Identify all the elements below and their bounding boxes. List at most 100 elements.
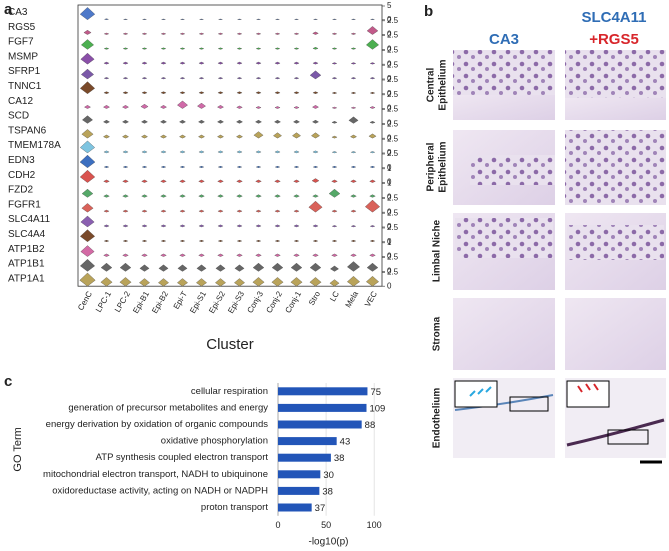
violin [312, 253, 319, 257]
violin [196, 278, 207, 287]
violin [122, 194, 129, 198]
violin [79, 7, 96, 20]
x-tick-label: CenC [76, 290, 94, 312]
x-tick-label: Conj-3 [245, 289, 265, 314]
violin [368, 133, 377, 139]
y-tick-label: 2.5 [387, 120, 399, 129]
y-tick-label: 2.5 [387, 105, 399, 114]
violin [293, 150, 300, 154]
violin [274, 91, 281, 94]
violin [217, 61, 224, 65]
x-tick-label: LPC-2 [113, 289, 132, 314]
bar-chart: 0 50 100 cellular respiration 75 generation o… [12, 383, 385, 547]
gene-label: SCD [8, 111, 29, 122]
violin [350, 106, 357, 109]
violin [236, 194, 243, 198]
violin [234, 264, 245, 272]
y-tick-label: 0 [387, 45, 392, 54]
violin [122, 224, 129, 228]
violin [179, 253, 186, 257]
violin [199, 18, 204, 20]
violin [79, 272, 96, 287]
violin [274, 47, 281, 50]
violin [236, 119, 243, 124]
bar-label: 38 [322, 486, 333, 497]
gene-label: CDH2 [8, 170, 36, 181]
violin [274, 32, 281, 35]
violin [347, 261, 360, 272]
violin [179, 150, 186, 154]
y-tick-label: 0 [387, 252, 392, 261]
violin [103, 47, 110, 50]
violin [217, 134, 224, 139]
y-tick-label: 0 [387, 163, 392, 172]
y-tick-label: 0 [387, 281, 392, 290]
y-tick-label: 0 [387, 237, 392, 246]
violin [331, 121, 338, 124]
x-tick-label: Conj-2 [264, 289, 284, 314]
violin [369, 91, 376, 94]
violin [369, 239, 376, 242]
violin [179, 61, 186, 65]
violin [217, 105, 224, 109]
violin [331, 209, 338, 213]
violin [122, 253, 129, 257]
x-tick-label: Epi-B1 [131, 289, 151, 315]
violin [179, 32, 186, 35]
violin [369, 179, 376, 183]
violin [273, 132, 282, 139]
violin [274, 209, 281, 213]
gene-label: ATP1B1 [8, 259, 45, 270]
violin [179, 77, 186, 80]
violin [198, 134, 205, 139]
violin [140, 104, 149, 109]
y-tick-label: 0 [387, 30, 392, 39]
violin [274, 119, 281, 124]
violin [331, 253, 338, 257]
violin [198, 150, 205, 154]
violin [312, 165, 319, 168]
violin [309, 262, 322, 272]
category-label: oxidative phosphorylation [161, 436, 268, 447]
violin [217, 194, 224, 198]
y-tick-label: 0 [387, 59, 392, 68]
category-label: ATP synthesis coupled electron transport [96, 452, 269, 463]
y-tick-label: 0 [387, 178, 392, 187]
violin [103, 224, 110, 228]
violin [141, 209, 148, 213]
violin [350, 62, 357, 65]
violin [312, 239, 319, 242]
y-tick-label: 2.5 [387, 194, 399, 203]
violin [366, 26, 379, 35]
violin [79, 154, 96, 168]
y-tick-label: 1 [387, 238, 392, 247]
row-label: Peripheral [426, 142, 437, 191]
violin [274, 224, 281, 228]
violin [160, 209, 167, 213]
violin [331, 47, 338, 50]
violin [217, 165, 224, 168]
bar [278, 453, 331, 462]
panel-label: c [4, 373, 12, 390]
gene-label: FGFR1 [8, 199, 41, 210]
violin [80, 52, 95, 65]
violin [217, 91, 224, 94]
violin [255, 253, 262, 257]
violin [122, 47, 129, 50]
violin [100, 277, 113, 287]
violin [331, 135, 338, 139]
row-label: Epithelium [438, 141, 449, 192]
violin [274, 106, 281, 109]
violin [350, 253, 357, 257]
bar-label: 30 [323, 470, 334, 481]
violin [252, 277, 265, 287]
bar [278, 437, 337, 446]
gene-label: TMEM178A [8, 140, 61, 151]
y-axis-title: GO Term [12, 427, 24, 471]
row-label: Endothelium [432, 388, 443, 449]
category-label: energy derivation by oxidation of organi… [46, 419, 269, 430]
violin [217, 77, 224, 80]
violin [347, 276, 360, 287]
plot-frame [77, 4, 383, 287]
